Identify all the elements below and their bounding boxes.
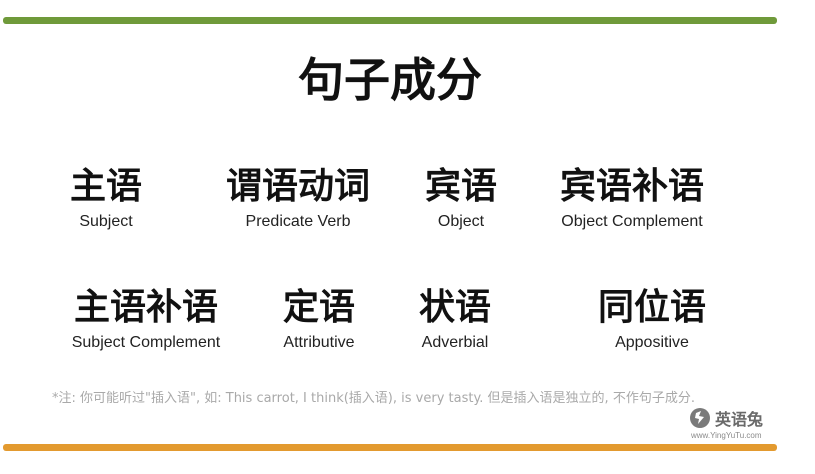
brand-name: 英语兔 — [715, 410, 764, 429]
term-cn: 宾语 — [424, 165, 497, 207]
term-object-complement: 宾语补语 Object Complement — [552, 165, 712, 231]
term-appositive: 同位语 Appositive — [590, 286, 714, 352]
term-object: 宾语 Object — [414, 165, 508, 231]
brand-url: www.YingYuTu.com — [691, 431, 762, 440]
rabbit-logo-icon — [690, 408, 710, 428]
term-en: Adverbial — [421, 334, 489, 352]
term-attributive: 定语 Attributive — [272, 286, 366, 352]
bottom-accent-bar — [3, 444, 777, 451]
term-en: Subject Complement — [71, 334, 221, 352]
term-en: Subject — [79, 213, 133, 231]
brand-watermark: 英语兔 www.YingYuTu.com — [690, 406, 780, 440]
term-en: Appositive — [615, 334, 689, 352]
term-cn: 状语 — [418, 286, 491, 328]
term-adverbial: 状语 Adverbial — [408, 286, 502, 352]
term-subject: 主语 Subject — [58, 165, 154, 231]
term-cn: 定语 — [282, 286, 355, 328]
term-en: Object — [437, 213, 485, 231]
footnote: *注: 你可能听过"插入语", 如: This carrot, I think(… — [52, 391, 695, 406]
term-en: Object Complement — [561, 213, 703, 231]
term-cn: 主语 — [69, 165, 142, 207]
top-accent-bar — [3, 17, 777, 24]
term-subject-complement: 主语补语 Subject Complement — [64, 286, 228, 352]
term-en: Predicate Verb — [245, 213, 351, 231]
term-cn: 宾语补语 — [559, 165, 704, 207]
term-cn: 同位语 — [597, 286, 706, 328]
term-predicate-verb: 谓语动词 Predicate Verb — [218, 165, 378, 231]
term-en: Attributive — [283, 334, 355, 352]
term-cn: 主语补语 — [73, 286, 218, 328]
page-title: 句子成分 — [298, 53, 482, 107]
term-cn: 谓语动词 — [225, 165, 370, 207]
